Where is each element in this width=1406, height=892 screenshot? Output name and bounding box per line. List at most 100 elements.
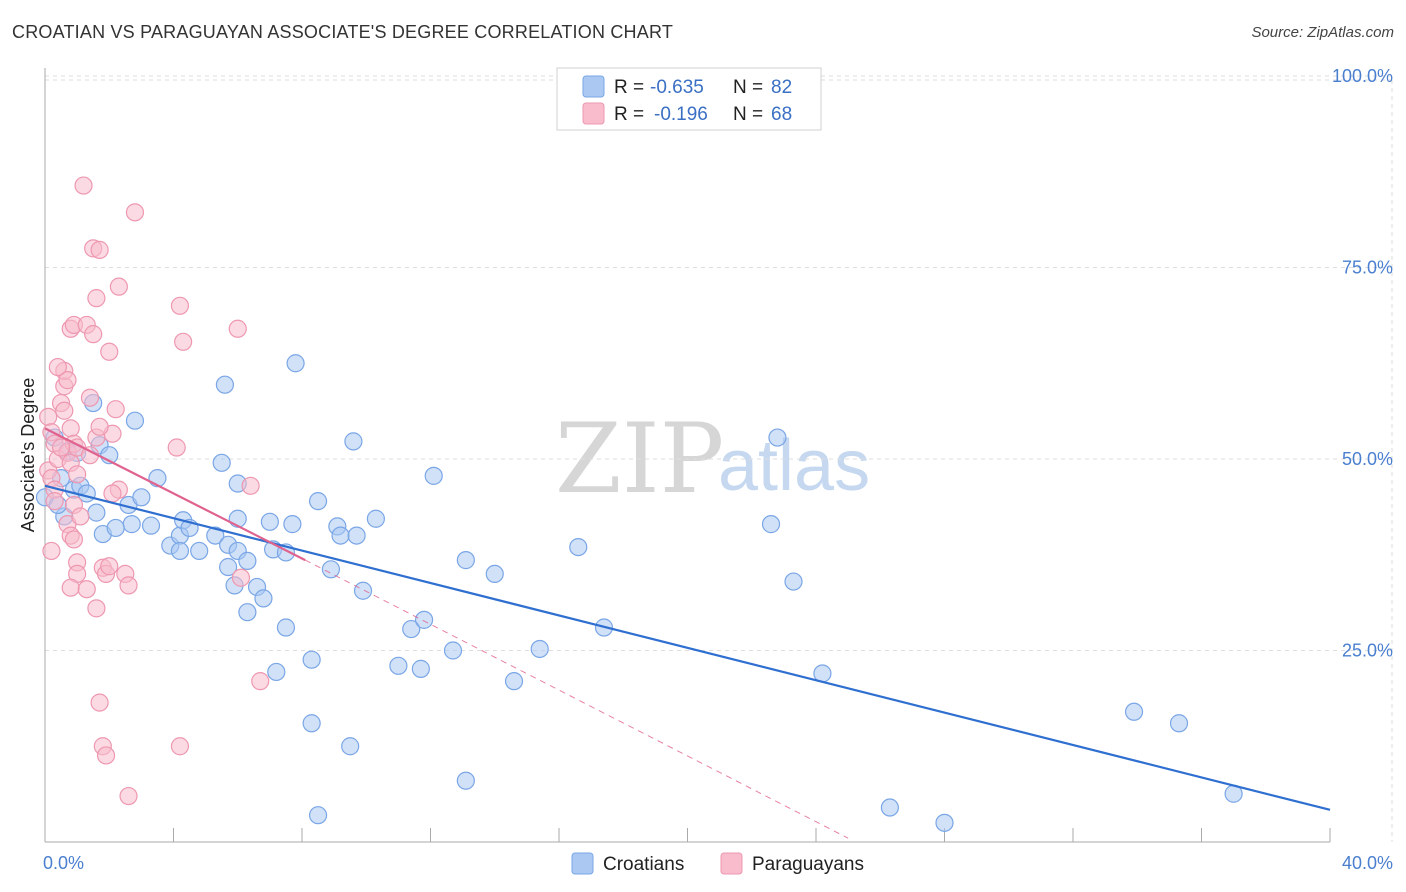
paraguayan-point [100,342,119,361]
croatian-point [366,509,385,528]
paraguayan-point [90,417,109,436]
tick-layer: 25.0% 50.0% 75.0% 100.0% [1332,66,1393,661]
paraguayan-point [241,476,260,495]
trend-extension-paraguayans [304,559,849,839]
croatian-point [141,516,161,535]
legend-n-value-paraguayans: 68 [771,104,792,125]
croatian-point [569,537,588,557]
croatian-point [344,432,363,451]
croatian-point [170,541,190,561]
x-tick-min: 0.0% [43,853,84,873]
legend-r-value-croatians: -0.635 [650,77,704,98]
legend-n-label-croatians: N = [733,77,763,98]
paraguayan-point [48,357,67,377]
paraguayan-point [167,438,186,457]
croatian-point [411,659,430,678]
legend-n-value-croatians: 82 [771,77,792,98]
croatian-point [125,411,145,430]
paraguayan-point [174,332,193,351]
croatian-point [1169,714,1189,733]
paraguayan-point [125,203,145,222]
croatian-point [504,672,524,691]
y-tick-label: 25.0% [1342,641,1393,661]
legend-r-value-paraguayans: -0.196 [654,104,708,125]
paraguayan-point [51,438,71,457]
croatian-point [206,526,225,545]
bottom-legend-swatch-paraguayans [720,852,743,875]
trend-layer [44,427,1331,839]
paraguayan-point [231,568,251,587]
croatian-point [254,589,273,608]
croatian-point [308,806,328,825]
trend-line-paraguayans [44,427,306,562]
paraguayan-point [61,578,80,597]
croatian-point [321,560,341,579]
trend-line-croatians [44,484,1331,811]
paraguayan-point [71,507,90,526]
croatian-point [530,639,549,659]
bottom-legend-label-paraguayans: Paraguayans [752,854,864,875]
croatian-point [443,641,463,660]
croatian-point [283,515,302,534]
legend-r-label-croatians: R = [614,77,644,98]
y-tick-label: 75.0% [1342,258,1393,278]
paraguayan-point [119,786,138,806]
paraguayan-point [74,176,93,195]
croatian-point [331,526,350,545]
croatian-point [276,618,296,637]
croatian-point [132,488,151,507]
croatian-point [308,492,328,511]
watermark-atlas: atlas [718,426,870,506]
bottom-legend: Croatians Paraguayans [571,852,864,875]
paraguayan-point [61,419,80,438]
croatian-point [456,551,475,570]
croatian-point [784,572,803,591]
series-layer [35,176,1243,832]
paraguayan-point [80,388,100,407]
paraguayan-point [90,240,109,259]
croatian-point [389,656,408,675]
y-tick-label: 100.0% [1332,66,1393,86]
croatian-point [219,557,238,577]
croatian-point [353,581,373,600]
paraguayan-point [119,576,138,595]
croatian-point [456,771,475,790]
paraguayan-point [84,325,103,344]
croatian-point [190,541,209,561]
y-tick-label: 50.0% [1342,449,1393,469]
croatian-point [106,518,125,538]
y-axis-label: Associate's Degree [18,378,38,533]
chart-source: Source: ZipAtlas.com [1251,24,1394,41]
croatian-point [414,610,434,629]
x-tick-max: 40.0% [1342,853,1393,873]
croatian-point [215,375,234,394]
bottom-legend-label-croatians: Croatians [603,854,684,875]
croatian-point [260,512,279,531]
legend-r-label-paraguayans: R = [614,104,644,125]
croatian-point [935,813,954,832]
axes [44,68,1331,843]
croatian-point [1124,702,1144,721]
croatian-point [768,428,787,447]
paraguayan-point [68,465,87,484]
legend-swatch-croatians [582,75,605,98]
chart-title: CROATIAN VS PARAGUAYAN ASSOCIATE'S DEGRE… [12,22,674,42]
croatian-point [238,551,257,570]
croatian-point [302,650,321,669]
paraguayan-point [96,746,116,765]
paraguayan-point [87,289,106,308]
paraguayan-point [106,400,125,419]
bottom-legend-swatch-croatians [571,852,594,875]
paraguayan-point [170,737,190,756]
croatian-point [212,453,231,472]
paraguayan-point [55,401,74,420]
paraguayan-point [100,557,119,576]
paraguayan-point [90,693,109,712]
croatian-point [228,509,247,528]
paraguayan-point [228,319,247,338]
paraguayan-point [42,541,61,561]
paraguayan-point [39,407,58,426]
croatian-point [122,515,141,534]
croatian-point [302,714,321,733]
